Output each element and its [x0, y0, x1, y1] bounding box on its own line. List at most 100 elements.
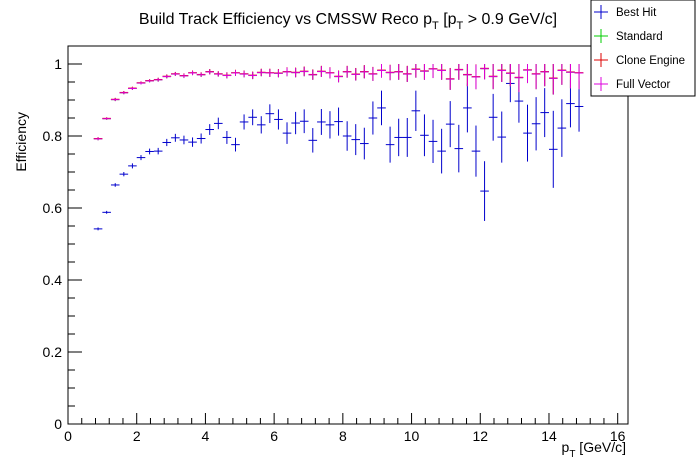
y-tick-label: 0.8	[43, 128, 63, 144]
data-point	[445, 68, 455, 90]
data-point	[102, 210, 111, 214]
data-point	[317, 109, 326, 135]
y-tick-label: 1	[54, 56, 62, 72]
x-axis-label: pT [GeV/c]	[562, 439, 626, 460]
data-point	[231, 70, 240, 76]
data-point	[531, 97, 541, 151]
data-point	[308, 69, 318, 80]
data-point	[566, 64, 575, 89]
data-point	[342, 121, 352, 151]
data-point	[480, 64, 489, 80]
data-point	[162, 138, 172, 147]
data-point	[162, 74, 172, 79]
data-point	[205, 69, 215, 75]
data-point	[188, 70, 197, 76]
data-point	[368, 101, 378, 135]
y-axis-label: Efficiency	[13, 112, 29, 172]
data-point	[145, 148, 154, 155]
data-point	[256, 69, 266, 77]
data-point	[368, 67, 378, 81]
data-point	[110, 98, 120, 102]
data-point	[274, 69, 283, 78]
data-point	[239, 114, 249, 130]
data-point	[188, 137, 197, 147]
x-tick-label: 12	[472, 428, 488, 444]
data-point	[128, 87, 137, 90]
legend-entry-standard: Standard	[594, 29, 663, 43]
data-point	[205, 124, 215, 135]
plot-frame	[67, 45, 629, 425]
x-tick-label: 0	[64, 428, 72, 444]
legend-label-full-vector: Full Vector	[616, 79, 670, 91]
data-point	[540, 88, 549, 138]
data-point	[574, 81, 584, 132]
data-point	[540, 64, 549, 87]
data-point	[265, 104, 275, 124]
data-point	[179, 135, 189, 145]
data-point	[437, 64, 446, 80]
series-full-vector	[93, 64, 584, 141]
data-point	[265, 69, 275, 77]
data-point	[136, 81, 146, 85]
data-point	[428, 119, 438, 163]
data-point	[274, 109, 283, 130]
data-point	[299, 66, 309, 77]
data-point	[394, 64, 403, 80]
data-point	[488, 93, 498, 141]
x-tick-label: 14	[541, 428, 557, 444]
data-point	[282, 67, 292, 77]
data-point	[360, 65, 369, 79]
series-group	[93, 64, 584, 231]
data-point	[325, 67, 335, 79]
data-point	[514, 64, 524, 93]
data-point	[308, 128, 318, 153]
data-point	[282, 122, 292, 144]
data-point	[557, 64, 567, 85]
data-point	[171, 133, 180, 142]
data-point	[128, 163, 137, 169]
legend: Best Hit Standard Clone Engine Full Vect…	[590, 0, 696, 97]
legend-entry-best-hit: Best Hit	[594, 5, 657, 19]
data-point	[110, 183, 120, 187]
data-point	[325, 111, 335, 139]
data-point	[557, 99, 567, 157]
axes-group: 00.20.40.60.810 2 4 6 8 10 12 14 16	[43, 45, 626, 444]
data-point	[454, 64, 464, 80]
y-tick-label: 0.6	[43, 200, 63, 216]
data-point	[377, 64, 386, 78]
x-tick-label: 10	[404, 428, 420, 444]
data-point	[248, 109, 257, 126]
data-point	[248, 71, 257, 80]
data-point	[402, 66, 412, 82]
data-point	[153, 147, 163, 155]
x-tick-label: 2	[133, 428, 141, 444]
data-point	[523, 64, 532, 84]
data-point	[299, 109, 309, 134]
data-point	[171, 72, 180, 76]
data-point	[196, 72, 206, 77]
data-point	[360, 127, 369, 160]
data-point	[291, 67, 300, 78]
x-tick-label: 6	[270, 428, 278, 444]
x-tick-label: 16	[610, 428, 626, 444]
data-point	[497, 111, 507, 163]
data-point	[488, 64, 498, 90]
chart-title: Build Track Efficiency vs CMSSW Reco pT …	[139, 11, 557, 32]
data-point	[548, 110, 558, 188]
data-point	[445, 101, 455, 148]
data-point	[420, 114, 429, 157]
legend-entry-full-vector: Full Vector	[594, 77, 670, 91]
data-point	[480, 161, 489, 221]
data-point	[222, 130, 232, 144]
data-point	[256, 116, 266, 134]
data-point	[574, 64, 584, 90]
legend-label-clone-engine: Clone Engine	[616, 55, 685, 67]
data-point	[179, 73, 189, 79]
data-point	[351, 68, 361, 81]
data-point	[222, 72, 232, 79]
data-point	[471, 125, 481, 177]
legend-entry-clone-engine: Clone Engine	[594, 53, 685, 67]
data-point	[334, 107, 343, 136]
data-point	[402, 118, 412, 157]
